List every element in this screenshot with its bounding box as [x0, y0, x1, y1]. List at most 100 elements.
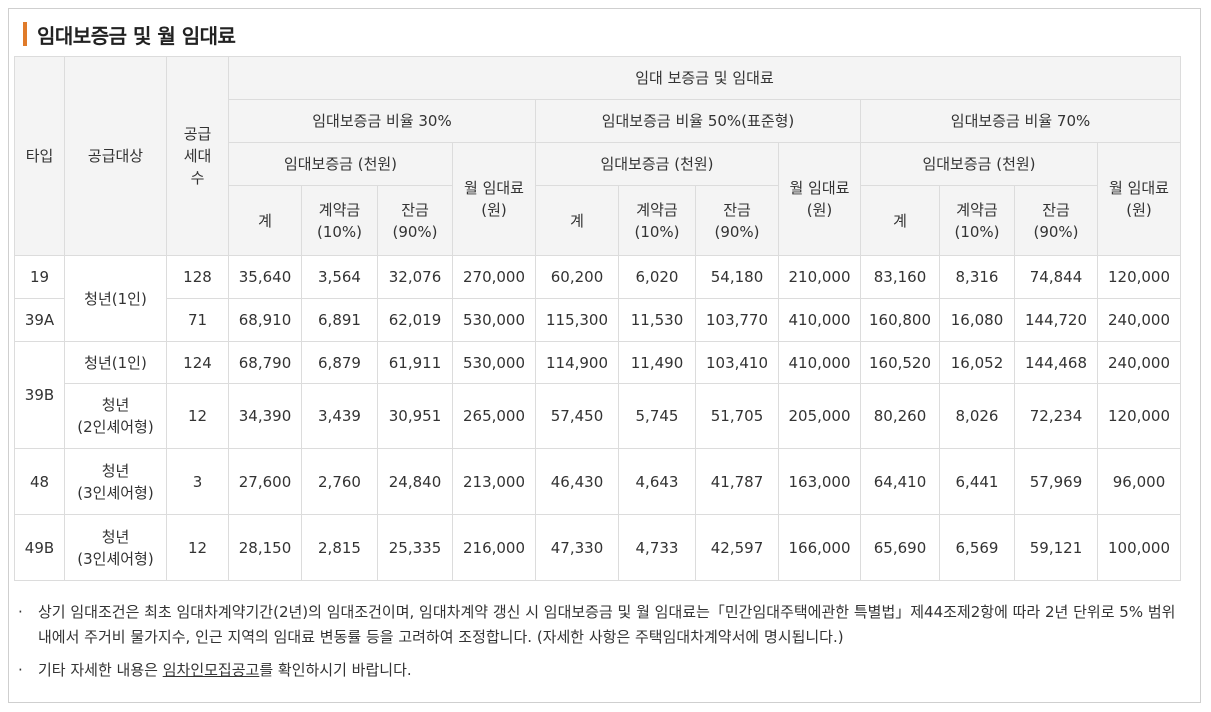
cell-value: 240,000: [1096, 341, 1182, 384]
cell-value: 144,720: [1014, 298, 1098, 342]
cell-units: 12: [166, 383, 229, 449]
recruitment-notice-link[interactable]: 임차인모집공고: [162, 661, 260, 679]
cell-value: 216,000: [452, 514, 536, 581]
header-rent-label: 월 임대료: [1109, 179, 1169, 197]
cell-value: 62,019: [377, 298, 453, 342]
title-accent-bar: [23, 22, 27, 46]
cell-target: 청년(1인): [64, 341, 167, 384]
cell-value: 205,000: [778, 383, 861, 449]
cell-value: 530,000: [452, 298, 536, 342]
cell-value: 3,439: [301, 383, 378, 449]
cell-value: 144,468: [1014, 341, 1098, 384]
cell-type: 49B: [14, 514, 65, 581]
header-supply-units-text: 공급세대수: [183, 125, 212, 187]
note-text-prefix: 기타 자세한 내용은: [38, 661, 163, 679]
header-contract-label: 계약금: [636, 200, 678, 219]
cell-units: 124: [166, 341, 229, 384]
cell-value: 34,390: [228, 383, 302, 449]
header-contract-label: 계약금: [318, 200, 361, 219]
header-ratio-30: 임대보증금 비율 30%: [228, 99, 536, 143]
header-deposit-70: 임대보증금 (천원): [860, 142, 1098, 186]
cell-value: 115,300: [535, 298, 619, 342]
cell-target: 청년 (3인셰어형): [64, 448, 167, 515]
section-title-text: 임대보증금 및 월 임대료: [37, 23, 236, 48]
cell-target-line1: 청년: [101, 527, 130, 546]
cell-value: 46,430: [535, 448, 619, 515]
header-supply-units: 공급세대수: [166, 56, 229, 256]
note-item: · 상기 임대조건은 최초 임대차계약기간(2년)의 임대조건이며, 임대차계약…: [14, 600, 1180, 650]
cell-value: 6,891: [301, 298, 378, 342]
header-contract-pct: (10%): [634, 222, 680, 241]
table-row: 39B 청년(1인) 124 68,790 6,879 61,911 530,0…: [14, 341, 1182, 449]
cell-target-line1: 청년: [101, 461, 130, 480]
header-balance-label: 잔금: [723, 200, 751, 219]
cell-value: 16,080: [939, 298, 1015, 342]
note-bullet: ·: [18, 661, 23, 679]
cell-value: 5,745: [618, 383, 696, 449]
header-balance: 잔금 (90%): [695, 185, 779, 256]
cell-value: 120,000: [1096, 383, 1182, 449]
cell-value: 265,000: [452, 383, 536, 449]
header-contract-pct: (10%): [954, 222, 1000, 241]
cell-value: 410,000: [778, 341, 861, 384]
header-total: 계: [228, 185, 302, 256]
cell-value: 68,910: [228, 298, 302, 342]
cell-value: 103,410: [695, 341, 779, 384]
header-rent-label: 월 임대료: [464, 179, 524, 197]
notes: · 상기 임대조건은 최초 임대차계약기간(2년)의 임대조건이며, 임대차계약…: [14, 600, 1180, 691]
header-contract: 계약금 (10%): [618, 185, 696, 256]
cell-value: 2,760: [301, 448, 378, 515]
header-total: 계: [535, 185, 619, 256]
header-ratio-70: 임대보증금 비율 70%: [859, 99, 1182, 143]
header-rent-70: 월 임대료 (원): [1096, 142, 1182, 256]
header-balance-label: 잔금: [1042, 200, 1070, 219]
cell-value: 42,597: [695, 514, 779, 581]
cell-value: 8,316: [939, 255, 1015, 299]
cell-target: 청년 (3인셰어형): [64, 514, 167, 581]
cell-type: 39B: [14, 341, 65, 449]
section-title: 임대보증금 및 월 임대료: [23, 21, 236, 48]
cell-value: 16,052: [939, 341, 1015, 384]
cell-value: 57,969: [1014, 448, 1098, 515]
header-balance: 잔금 (90%): [1014, 185, 1098, 256]
cell-value: 24,840: [377, 448, 453, 515]
table-row: 청년 (2인셰어형) 12 34,390 3,439 30,951 265,000…: [15, 383, 1182, 449]
header-balance-pct: (90%): [1033, 222, 1079, 241]
cell-units: 3: [166, 448, 229, 515]
cell-value: 96,000: [1096, 448, 1182, 515]
cell-value: 11,530: [618, 298, 696, 342]
cell-value: 4,733: [618, 514, 696, 581]
cell-value: 240,000: [1096, 298, 1182, 342]
header-rent-label: 월 임대료: [789, 179, 850, 197]
cell-target-line2: (3인셰어형): [77, 549, 154, 568]
header-balance: 잔금 (90%): [377, 185, 453, 256]
cell-target-line2: (2인셰어형): [77, 418, 154, 436]
cell-units: 128: [166, 255, 229, 299]
cell-target-line1: 청년: [101, 396, 130, 414]
cell-value: 160,520: [860, 341, 940, 384]
cell-value: 213,000: [452, 448, 536, 515]
cell-value: 100,000: [1096, 514, 1182, 581]
cell-value: 72,234: [1014, 383, 1098, 449]
cell-value: 530,000: [452, 341, 536, 384]
header-rent-unit: (원): [1126, 201, 1152, 219]
cell-value: 166,000: [778, 514, 861, 581]
cell-type: 19: [14, 255, 65, 299]
header-total: 계: [860, 185, 940, 256]
header-group: 임대 보증금 및 임대료: [227, 56, 1182, 100]
cell-target-line2: (3인셰어형): [77, 483, 154, 502]
cell-value: 59,121: [1014, 514, 1098, 581]
cell-value: 270,000: [452, 255, 536, 299]
cell-value: 25,335: [377, 514, 453, 581]
cell-units: 12: [166, 514, 229, 581]
cell-value: 103,770: [695, 298, 779, 342]
cell-value: 4,643: [618, 448, 696, 515]
cell-value: 120,000: [1096, 255, 1182, 299]
cell-value: 8,026: [939, 383, 1015, 449]
cell-value: 2,815: [301, 514, 378, 581]
header-rent-50: 월 임대료 (원): [778, 142, 861, 256]
cell-value: 30,951: [377, 383, 453, 449]
cell-value: 35,640: [228, 255, 302, 299]
note-text-suffix: 를 확인하시기 바랍니다.: [259, 661, 412, 679]
cell-value: 28,150: [228, 514, 302, 581]
